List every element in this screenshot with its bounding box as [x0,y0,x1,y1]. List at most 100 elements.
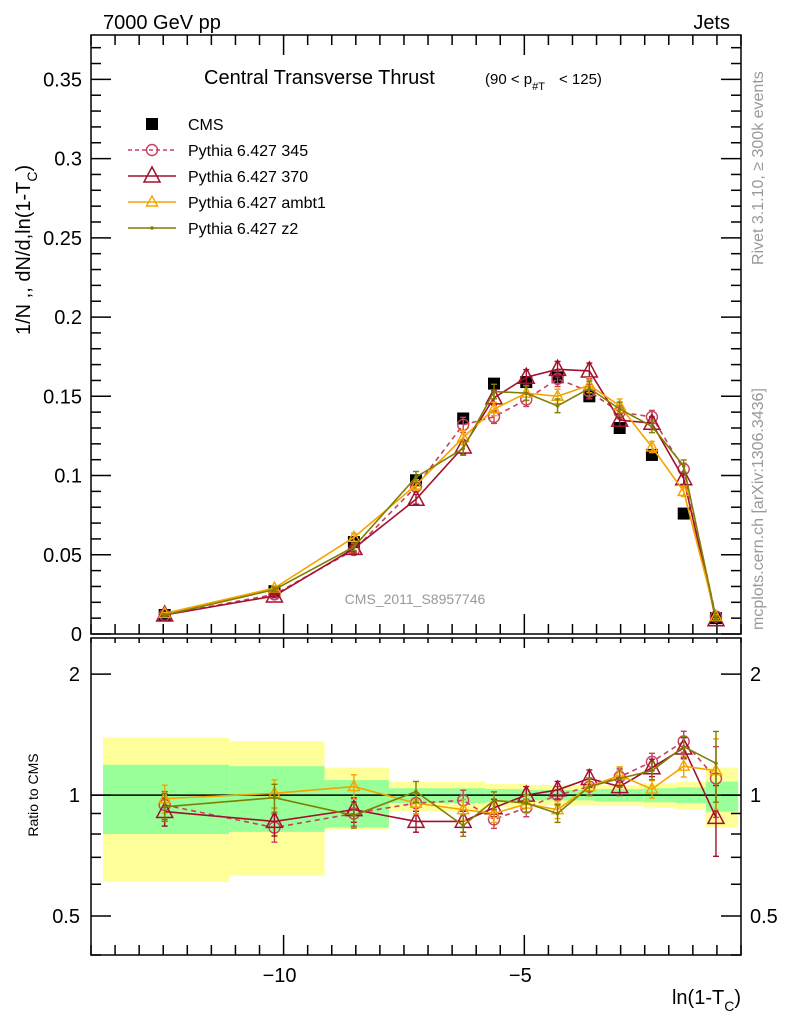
ratio-point-p370 [706,806,726,825]
ratio-point-p370 [406,810,426,829]
legend-entry-p370: Pythia 6.427 370 [128,165,308,186]
data-point-ambt1 [677,483,691,497]
y-tick-label: 0.05 [43,545,82,567]
data-point-ambt1 [487,401,501,414]
legend: CMS Pythia 6.427 345 Pythia 6.427 370 Pythi… [128,117,326,238]
analysis-watermark: CMS_2011_S8957746 [345,591,486,607]
legend-marker-p370 [142,165,162,183]
series-CMS [158,371,722,625]
legend-entry-CMS: CMS [146,117,224,134]
data-point-z2 [461,446,465,451]
main-plot-frame [90,34,742,635]
ratio-point-ambt1 [487,806,501,819]
series-line-p345 [164,377,717,617]
data-point-z2 [650,424,654,429]
rivet-version-label: Rivet 3.1.10, ≥ 300k events [750,71,767,265]
ratio-point-z2 [162,805,167,809]
data-point-z2 [492,389,496,394]
ratio-point-z2 [414,789,418,794]
data-point-p370 [344,537,364,556]
ratio-point-p370 [548,779,567,797]
legend-label: CMS [188,117,224,134]
y-tick-label: 0.35 [43,69,82,91]
ratio-point-z2 [681,744,686,749]
axes: 0 0.05 0.1 0.15 0.2 0.25 0.3 0.35 −10 −5 0.5 0.5 1 1 2… [43,34,778,987]
x-axis-label: ln(1-TC) [672,987,741,1014]
data-point-p370 [517,366,536,385]
ratio-y-tick-label-right: 2 [750,664,761,686]
ratio-point-z2 [714,761,718,766]
series-ambt1 [157,377,723,622]
ratio-point-p370 [265,810,284,829]
y-tick-label: 0.1 [54,466,82,488]
y-axis-label: 1/N ,, dN/d,ln(1-TC) [13,165,40,335]
y-tick-label: 0.3 [54,149,82,171]
data-point-p370 [548,358,567,377]
ratio-point-z2 [555,811,560,816]
data-point-p370 [580,360,599,378]
data-point-CMS [613,421,626,434]
legend-entry-z2: Pythia 6.427 z2 [128,221,298,238]
x-tick-label: −10 [263,965,297,987]
data-point-z2 [162,613,167,617]
ratio-y-tick-label: 2 [69,664,80,686]
data-point-p370 [265,585,284,603]
y-tick-label: 0 [71,624,82,646]
ratio-point-z2 [650,768,654,773]
data-point-z2 [352,545,356,549]
series-p345 [158,370,723,623]
ratio-point-ambt1 [677,758,691,771]
series-line-ambt1 [164,384,717,617]
ratio-y-tick-label-right: 1 [750,785,761,807]
data-point-ambt1 [645,439,659,452]
data-point-z2 [524,391,529,395]
header-left: 7000 GeV pp [103,12,221,34]
data-point-p370 [406,488,426,507]
ratio-y-tick-label: 1 [69,785,80,807]
ratio-point-z2 [461,823,465,828]
ratio-point-z2 [352,813,356,818]
y-tick-label: 0.25 [43,228,82,250]
x-tick-label: −5 [509,965,532,987]
chart-subtitle: (90 < p#T < 125) [485,71,602,93]
ratio-point-z2 [272,795,277,800]
ratio-y-axis-label: Ratio to CMS [25,753,41,836]
legend-entry-p345: Pythia 6.427 345 [128,143,308,160]
data-marks [155,358,726,858]
data-point-ambt1 [347,529,361,543]
chart-title: Central Transverse Thrust [204,67,435,89]
legend-label: Pythia 6.427 370 [188,169,308,186]
header-right: Jets [693,12,730,34]
legend-marker-ambt1 [145,194,159,207]
ratio-y-tick-label: 0.5 [52,906,80,928]
data-point-p370 [610,409,629,427]
ratio-point-z2 [617,776,622,781]
mcplots-label: mcplots.cern.ch [arXiv:1306.3436] [750,388,767,630]
data-point-z2 [414,475,418,479]
ratio-point-z2 [587,784,592,789]
legend-marker-CMS [146,118,158,130]
ratio-point-ambt1 [645,781,659,794]
ratio-point-ambt1 [347,779,361,792]
legend-entry-ambt1: Pythia 6.427 ambt1 [128,194,326,212]
data-point-z2 [587,386,592,391]
ratio-point-z2 [524,801,529,805]
data-point-z2 [617,407,622,411]
legend-label: Pythia 6.427 345 [188,143,308,160]
data-point-CMS [677,507,690,520]
ratio-y-tick-label-right: 0.5 [750,906,778,928]
series-p370 [155,358,726,627]
data-point-z2 [714,616,718,620]
data-point-z2 [272,587,277,592]
ratio-point-z2 [492,798,496,803]
series-z2 [161,380,719,621]
legend-marker-z2 [150,226,154,230]
ratio-point-p370 [610,775,629,794]
data-point-z2 [681,464,686,468]
ratio-point-ambt1 [456,802,470,815]
legend-marker-p345 [145,143,159,157]
data-point-ambt1 [409,477,423,490]
ratio-series-z2 [161,730,719,838]
legend-label: Pythia 6.427 ambt1 [188,195,326,212]
